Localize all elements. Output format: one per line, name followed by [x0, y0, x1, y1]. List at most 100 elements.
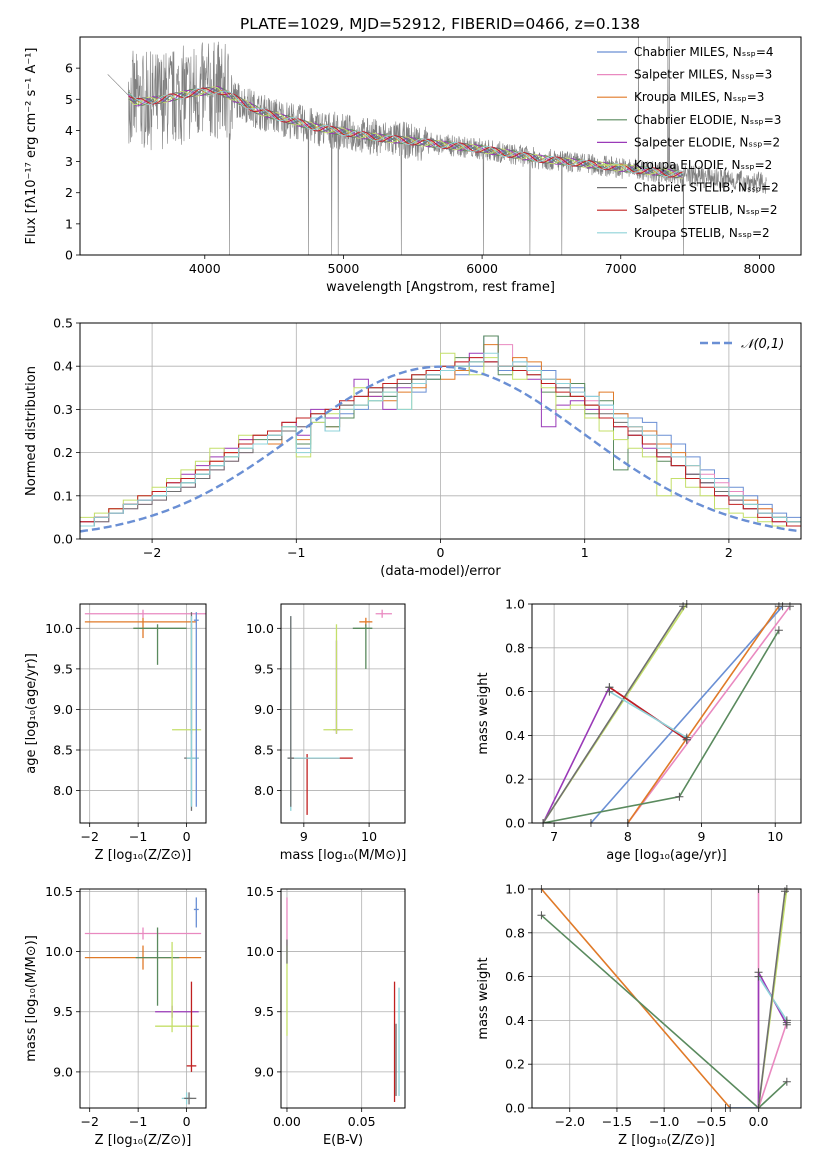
x-tick-label: −2 — [80, 1114, 98, 1129]
plot-area — [84, 897, 202, 1105]
legend: 𝒩(0,1) — [700, 337, 784, 352]
panel-age-vs-Z: −2 −1 0 8.0 8.5 9.0 9.5 10.0 Z [log₁₀(Z/Z⊙)] age … — [24, 603, 207, 863]
y-tick-label: 0.8 — [505, 640, 525, 655]
axes-frame — [79, 36, 802, 256]
x-axis-label: Z [log₁₀(Z/Z⊙)] — [95, 1133, 192, 1148]
y-tick-label: 9.0 — [53, 1064, 73, 1079]
x-tick-label: −2.0 — [555, 1114, 585, 1129]
y-tick-label: 0.2 — [505, 772, 525, 787]
y-tick-label: 8.0 — [254, 783, 274, 798]
point-marker — [754, 972, 763, 981]
y-tick-label: 1.0 — [505, 882, 525, 897]
x-axis-label: mass [log₁₀(M/M⊙)] — [280, 848, 407, 863]
y-tick-label: 3 — [65, 154, 73, 169]
y-tick-label: 8.5 — [254, 743, 274, 758]
x-axis-label: Z [log₁₀(Z/Z⊙)] — [618, 1133, 715, 1148]
legend-entry: Salpeter STELIB, Nₛₛₚ=2 — [634, 203, 778, 217]
weight-line — [542, 629, 780, 823]
model-spectrum — [128, 87, 684, 178]
weight-line — [608, 686, 688, 741]
plot-area — [84, 609, 206, 811]
x-tick-label: 7 — [550, 829, 558, 844]
y-tick-label: 10.0 — [45, 944, 73, 959]
observed-spectrum — [107, 37, 767, 255]
panel-mass-vs-EBV: 0.00 0.05 9.0 9.5 10.0 10.5 E(B-V) — [246, 884, 406, 1148]
y-axis-label: mass [log₁₀(M/M⊙)] — [24, 935, 39, 1062]
y-tick-label: 2 — [65, 185, 73, 200]
plot-area — [107, 37, 767, 255]
x-axis-label: (data-model)/error — [380, 564, 501, 579]
x-axis-label: wavelength [Angstrom, rest frame] — [326, 280, 555, 295]
point-marker — [682, 733, 691, 742]
y-tick-label: 10.0 — [246, 621, 274, 636]
x-tick-label: 4000 — [189, 261, 221, 276]
y-tick-label: 9.5 — [254, 1004, 274, 1019]
y-tick-label: 4 — [65, 123, 73, 138]
point-marker — [679, 602, 688, 611]
x-tick-label: 10 — [767, 829, 783, 844]
panel-weight-vs-age: 7 8 9 10 0.0 0.2 0.4 0.6 0.8 1.0 age [log₁₀(age/yr… — [476, 597, 802, 863]
weight-line — [542, 686, 688, 823]
plot-area — [542, 604, 791, 823]
model-spectrum — [128, 88, 684, 177]
legend-entry: 𝒩(0,1) — [741, 337, 784, 352]
x-tick-label: −2 — [80, 829, 98, 844]
y-tick-label: 9.0 — [254, 1064, 274, 1079]
x-tick-label: 6000 — [466, 261, 498, 276]
y-tick-label: 0.4 — [53, 359, 73, 374]
y-tick-label: 1.0 — [505, 597, 525, 612]
y-tick-label: 1 — [65, 216, 73, 231]
y-tick-label: 0.6 — [505, 684, 525, 699]
histogram-step — [80, 357, 801, 527]
y-tick-label: 10.5 — [45, 884, 73, 899]
y-tick-label: 0.4 — [505, 1013, 525, 1028]
y-tick-label: 9.5 — [53, 661, 73, 676]
weight-line — [590, 605, 784, 823]
y-tick-label: 8.5 — [53, 743, 73, 758]
panel-mass-vs-Z: −2 −1 0 9.0 9.5 10.0 10.5 Z [log₁₀(Z/Z⊙)] mass [… — [24, 884, 207, 1148]
y-tick-label: 10.0 — [246, 944, 274, 959]
x-tick-label: 0.00 — [273, 1114, 301, 1129]
y-axis-label: Normed distribution — [24, 366, 39, 496]
legend: Chabrier MILES, Nₛₛₚ=4 Salpeter MILES, Nₛ… — [597, 45, 781, 240]
y-tick-label: 10.5 — [246, 884, 274, 899]
weight-line — [757, 891, 786, 1108]
axes-frame — [79, 322, 802, 540]
legend-entry: Salpeter ELODIE, Nₛₛₚ=2 — [634, 135, 780, 149]
x-tick-label: 9 — [300, 829, 308, 844]
y-axis-label: age [log₁₀(age/yr)] — [24, 653, 39, 774]
x-tick-label: −1.0 — [649, 1114, 679, 1129]
x-tick-label: 2 — [725, 545, 733, 560]
legend-entry: Kroupa MILES, Nₛₛₚ=3 — [634, 90, 764, 104]
y-axis-label: mass weight — [476, 672, 491, 754]
legend-entry: Kroupa STELIB, Nₛₛₚ=2 — [634, 226, 770, 240]
weight-line — [627, 605, 791, 823]
x-tick-label: −1 — [129, 829, 147, 844]
axes-frame — [280, 603, 406, 824]
y-tick-label: 0.1 — [53, 488, 73, 503]
x-tick-label: 10 — [361, 829, 377, 844]
legend-entry: Kroupa ELODIE, Nₛₛₚ=2 — [634, 158, 772, 172]
x-tick-label: 5000 — [328, 261, 360, 276]
y-tick-label: 9.5 — [53, 1004, 73, 1019]
x-tick-label: 0 — [437, 545, 445, 560]
x-tick-label: 1 — [581, 545, 589, 560]
point-marker — [605, 687, 614, 696]
x-axis-label: age [log₁₀(age/yr)] — [606, 848, 727, 863]
weight-line — [608, 690, 688, 739]
y-tick-label: 0.0 — [505, 816, 525, 831]
axes-frame — [79, 888, 207, 1109]
y-tick-label: 0.2 — [505, 1057, 525, 1072]
x-tick-label: −2 — [143, 545, 161, 560]
panel-residuals: −2 −1 0 1 2 0.0 0.1 0.2 0.3 0.4 0.5 (data-model)/er… — [24, 316, 802, 579]
x-tick-label: −1.5 — [602, 1114, 632, 1129]
point-marker — [537, 911, 546, 920]
x-tick-label: 0 — [183, 1114, 191, 1129]
axes-frame — [280, 888, 406, 1109]
normal-curve — [80, 365, 799, 533]
y-tick-label: 9.0 — [254, 702, 274, 717]
y-tick-label: 0.5 — [53, 316, 73, 331]
x-tick-label: 7000 — [605, 261, 637, 276]
